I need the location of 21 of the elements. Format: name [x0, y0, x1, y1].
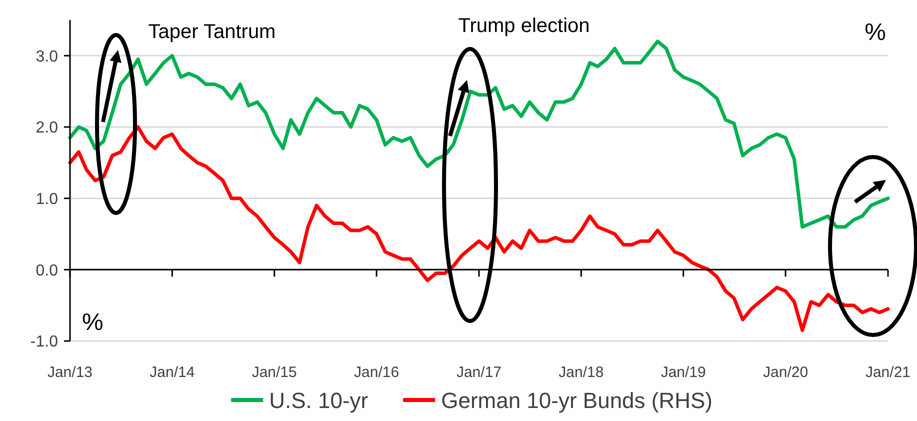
x-tick-label: Jan/13 — [47, 364, 93, 381]
x-tick-label: Jan/21 — [865, 364, 911, 381]
y-tick-label: 0.0 — [36, 262, 58, 280]
x-tick-label: Jan/17 — [456, 364, 502, 381]
annotation: % — [864, 19, 886, 46]
x-tick-label: Jan/16 — [354, 364, 400, 381]
legend-label: U.S. 10-yr — [269, 388, 368, 413]
y-tick-label: 3.0 — [36, 48, 58, 66]
line-series — [68, 125, 890, 332]
y-tick-label: 1.0 — [36, 190, 58, 208]
x-tick-label: Jan/15 — [252, 364, 297, 381]
x-tick-label: Jan/19 — [660, 364, 706, 381]
x-tick-label: Jan/14 — [150, 364, 195, 381]
legend-label: German 10-yr Bunds (RHS) — [441, 388, 713, 413]
y-tick-label: 2.0 — [36, 120, 58, 137]
y-axis-title: % — [82, 309, 104, 336]
x-tick-label: Jan/20 — [763, 364, 808, 381]
annotation: Trump election — [458, 15, 590, 37]
y-tick-label: -1.0 — [30, 334, 58, 351]
annotation: Taper Tantrum — [148, 21, 276, 43]
x-tick-label: Jan/18 — [558, 364, 604, 381]
